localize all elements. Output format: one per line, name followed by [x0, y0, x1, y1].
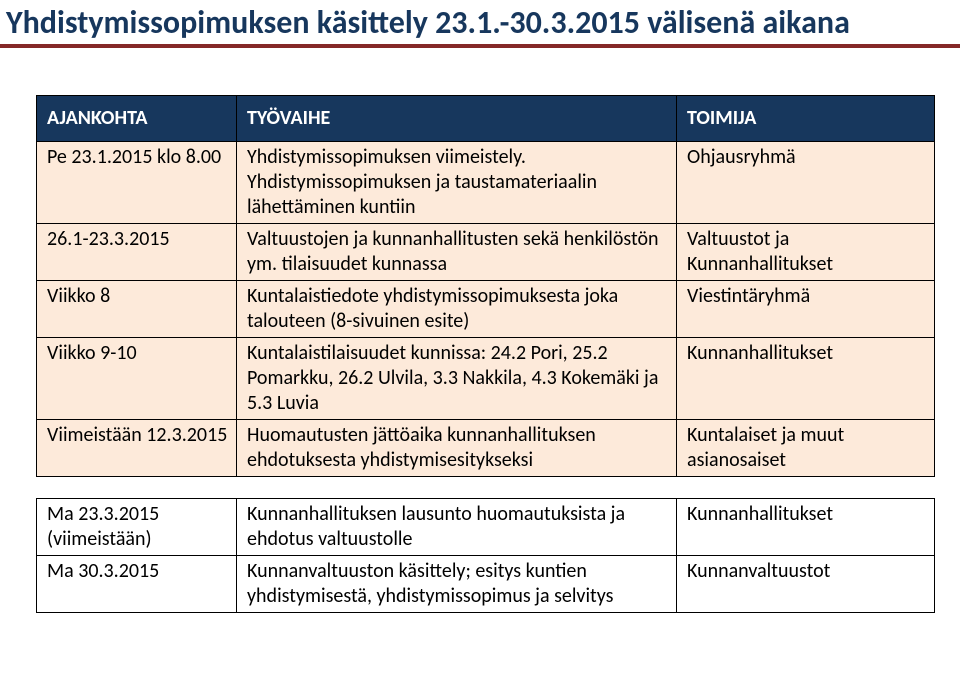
- cell-ajankohta: Viikko 8: [37, 281, 237, 338]
- col-ajankohta: AJANKOHTA: [37, 96, 237, 142]
- cell-tyovaihe: Kunnanhallituksen lausunto huomautuksist…: [237, 499, 677, 556]
- col-toimija: TOIMIJA: [677, 96, 935, 142]
- table-row: Viimeistään 12.3.2015 Huomautusten jättö…: [37, 420, 935, 477]
- section-2: Ma 23.3.2015 (viimeistään) Kunnanhallitu…: [37, 499, 935, 613]
- cell-ajankohta: Pe 23.1.2015 klo 8.00: [37, 142, 237, 224]
- cell-toimija: Valtuustot ja Kunnanhallitukset: [677, 224, 935, 281]
- table-row: Viikko 9-10 Kuntalaistilaisuudet kunniss…: [37, 338, 935, 420]
- table-row: Ma 30.3.2015 Kunnanvaltuuston käsittely;…: [37, 556, 935, 613]
- table-header: AJANKOHTA TYÖVAIHE TOIMIJA: [37, 96, 935, 142]
- cell-tyovaihe: Yhdistymissopimuksen viimeistely. Yhdist…: [237, 142, 677, 224]
- cell-tyovaihe: Kuntalaistilaisuudet kunnissa: 24.2 Pori…: [237, 338, 677, 420]
- cell-ajankohta: Ma 30.3.2015: [37, 556, 237, 613]
- schedule-table: AJANKOHTA TYÖVAIHE TOIMIJA Pe 23.1.2015 …: [36, 95, 935, 613]
- table-row: 26.1-23.3.2015 Valtuustojen ja kunnanhal…: [37, 224, 935, 281]
- cell-toimija: Kunnanhallitukset: [677, 499, 935, 556]
- col-tyovaihe: TYÖVAIHE: [237, 96, 677, 142]
- cell-toimija: Ohjausryhmä: [677, 142, 935, 224]
- table-row: Ma 23.3.2015 (viimeistään) Kunnanhallitu…: [37, 499, 935, 556]
- cell-tyovaihe: Huomautusten jättöaika kunnanhallituksen…: [237, 420, 677, 477]
- gap-cell: [37, 477, 935, 499]
- cell-toimija: Kunnanhallitukset: [677, 338, 935, 420]
- cell-ajankohta: Ma 23.3.2015 (viimeistään): [37, 499, 237, 556]
- cell-ajankohta: Viikko 9-10: [37, 338, 237, 420]
- cell-tyovaihe: Valtuustojen ja kunnanhallitusten sekä h…: [237, 224, 677, 281]
- table-row: Pe 23.1.2015 klo 8.00 Yhdistymissopimuks…: [37, 142, 935, 224]
- cell-toimija: Kunnanvaltuustot: [677, 556, 935, 613]
- cell-toimija: Kuntalaiset ja muut asianosaiset: [677, 420, 935, 477]
- section-gap: [37, 477, 935, 499]
- cell-ajankohta: 26.1-23.3.2015: [37, 224, 237, 281]
- cell-toimija: Viestintäryhmä: [677, 281, 935, 338]
- section-1: Pe 23.1.2015 klo 8.00 Yhdistymissopimuks…: [37, 142, 935, 477]
- table-row: Viikko 8 Kuntalaistiedote yhdistymissopi…: [37, 281, 935, 338]
- cell-tyovaihe: Kunnanvaltuuston käsittely; esitys kunti…: [237, 556, 677, 613]
- cell-ajankohta: Viimeistään 12.3.2015: [37, 420, 237, 477]
- cell-tyovaihe: Kuntalaistiedote yhdistymissopimuksesta …: [237, 281, 677, 338]
- slide: Yhdistymissopimuksen käsittely 23.1.-30.…: [0, 0, 960, 690]
- page-title: Yhdistymissopimuksen käsittely 23.1.-30.…: [0, 0, 960, 48]
- schedule-table-wrap: AJANKOHTA TYÖVAIHE TOIMIJA Pe 23.1.2015 …: [36, 95, 934, 613]
